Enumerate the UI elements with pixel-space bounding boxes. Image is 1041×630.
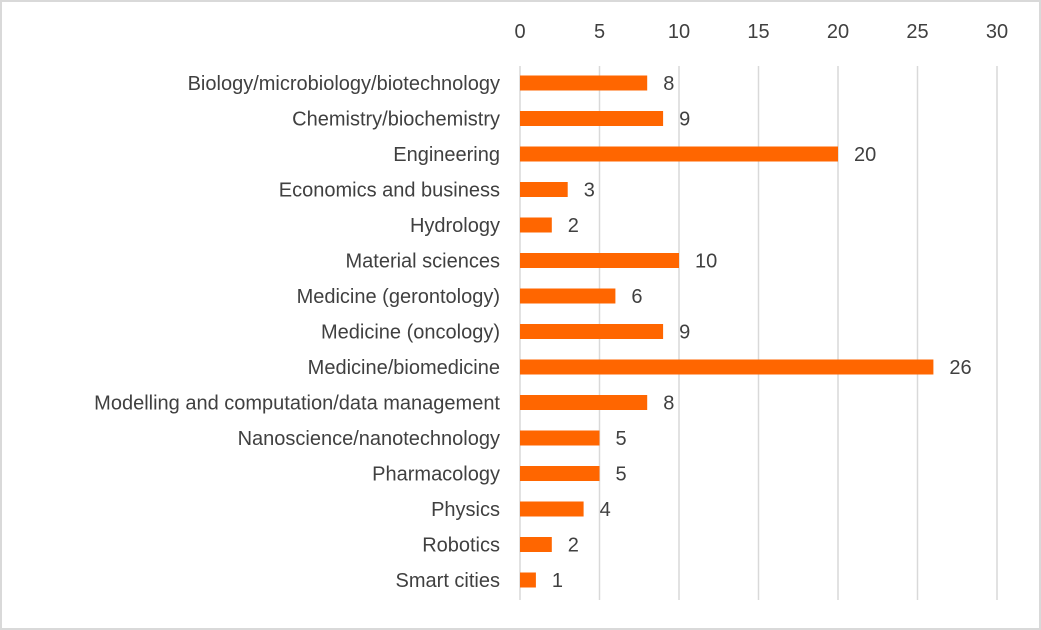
- bar[interactable]: [520, 111, 664, 126]
- bar[interactable]: [520, 572, 536, 588]
- category-label: Medicine/biomedicine: [308, 357, 500, 379]
- bar[interactable]: [520, 430, 600, 446]
- data-label: 8: [663, 393, 674, 415]
- data-label: 4: [600, 499, 611, 521]
- bar[interactable]: [520, 288, 616, 304]
- bar[interactable]: [520, 253, 679, 268]
- bars: [520, 75, 934, 588]
- category-labels: Biology/microbiology/biotechnology Chemis…: [94, 73, 500, 592]
- bar[interactable]: [520, 501, 584, 517]
- category-label: Engineering: [393, 144, 500, 166]
- data-label: 5: [616, 464, 627, 486]
- bar[interactable]: [520, 395, 648, 410]
- x-axis-tick-labels: 0 5 10 15 20 25 30: [514, 21, 1008, 43]
- x-tick-label: 30: [986, 21, 1008, 43]
- x-tick-label: 10: [668, 21, 690, 43]
- data-label: 8: [663, 73, 674, 95]
- data-label: 5: [616, 428, 627, 450]
- category-label: Material sciences: [345, 251, 500, 273]
- bar[interactable]: [520, 359, 934, 375]
- data-label: 9: [679, 322, 690, 344]
- category-label: Robotics: [422, 535, 500, 557]
- bar[interactable]: [520, 324, 664, 339]
- category-label: Chemistry/biochemistry: [292, 109, 500, 131]
- bar[interactable]: [520, 537, 552, 552]
- bar[interactable]: [520, 146, 838, 162]
- category-label: Biology/microbiology/biotechnology: [188, 73, 500, 95]
- x-tick-label: 25: [906, 21, 928, 43]
- data-label: 26: [949, 357, 971, 379]
- category-label: Pharmacology: [372, 464, 500, 486]
- category-label: Medicine (gerontology): [297, 286, 500, 308]
- category-label: Smart cities: [396, 570, 500, 592]
- bar[interactable]: [520, 182, 568, 197]
- data-label: 3: [584, 180, 595, 202]
- x-tick-label: 0: [514, 21, 525, 43]
- data-label: 2: [568, 535, 579, 557]
- x-tick-label: 5: [594, 21, 605, 43]
- x-tick-label: 15: [747, 21, 769, 43]
- x-tick-label: 20: [827, 21, 849, 43]
- bar[interactable]: [520, 466, 600, 481]
- data-label: 9: [679, 109, 690, 131]
- data-label: 20: [854, 144, 876, 166]
- data-label: 6: [631, 286, 642, 308]
- category-label: Nanoscience/nanotechnology: [238, 428, 500, 450]
- category-label: Medicine (oncology): [321, 322, 500, 344]
- bar[interactable]: [520, 75, 648, 91]
- category-label: Modelling and computation/data managemen…: [94, 393, 500, 415]
- bar[interactable]: [520, 217, 552, 233]
- data-label: 10: [695, 251, 717, 273]
- category-label: Hydrology: [410, 215, 500, 237]
- category-label: Physics: [431, 499, 500, 521]
- category-label: Economics and business: [279, 180, 500, 202]
- data-label: 1: [552, 570, 563, 592]
- data-label: 2: [568, 215, 579, 237]
